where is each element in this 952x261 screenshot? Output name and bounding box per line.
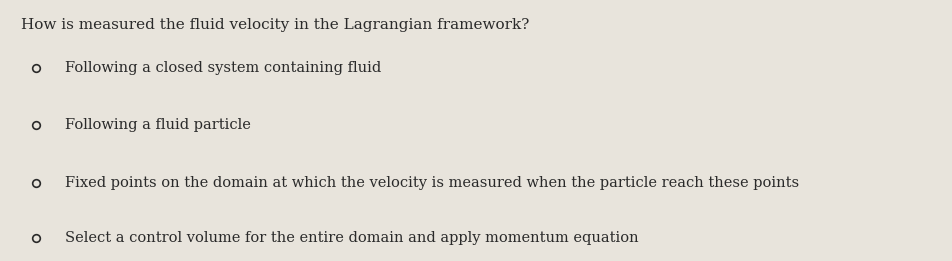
Text: Fixed points on the domain at which the velocity is measured when the particle r: Fixed points on the domain at which the …	[65, 176, 799, 190]
Text: Following a fluid particle: Following a fluid particle	[65, 118, 250, 132]
Text: Following a closed system containing fluid: Following a closed system containing flu…	[65, 61, 381, 75]
Text: Select a control volume for the entire domain and apply momentum equation: Select a control volume for the entire d…	[65, 230, 639, 245]
Text: How is measured the fluid velocity in the Lagrangian framework?: How is measured the fluid velocity in th…	[21, 18, 529, 32]
